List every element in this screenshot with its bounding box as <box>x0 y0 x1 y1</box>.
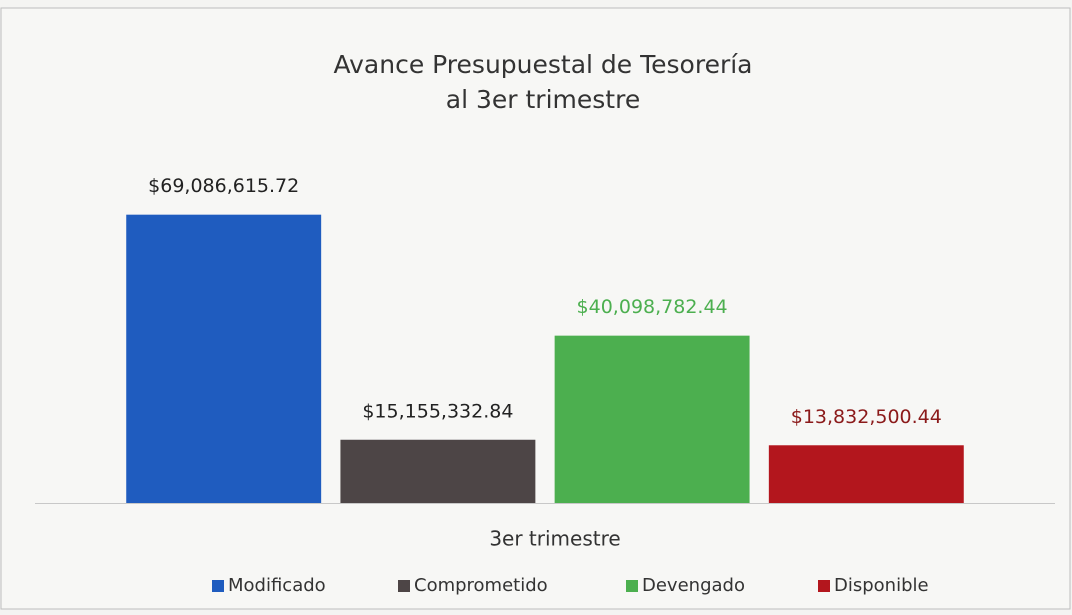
value-label: $15,155,332.84 <box>362 400 513 422</box>
legend-swatch <box>212 580 224 592</box>
bar <box>554 335 750 503</box>
bar <box>768 445 964 503</box>
legend-label: Modificado <box>228 575 326 596</box>
legend-label: Comprometido <box>414 575 548 596</box>
x-tick-label: 3er trimestre <box>489 527 620 551</box>
value-label: $40,098,782.44 <box>577 296 728 318</box>
bar <box>126 214 322 503</box>
legend-swatch <box>818 580 830 592</box>
legend-swatch <box>626 580 638 592</box>
value-label: $69,086,615.72 <box>148 175 299 197</box>
legend-swatch <box>398 580 410 592</box>
chart-title: al 3er trimestre <box>446 85 640 114</box>
legend-label: Disponible <box>834 575 929 596</box>
value-label: $13,832,500.44 <box>791 406 942 428</box>
chart-title: Avance Presupuestal de Tesorería <box>334 50 753 79</box>
bar <box>340 439 536 503</box>
legend-label: Devengado <box>642 575 745 596</box>
